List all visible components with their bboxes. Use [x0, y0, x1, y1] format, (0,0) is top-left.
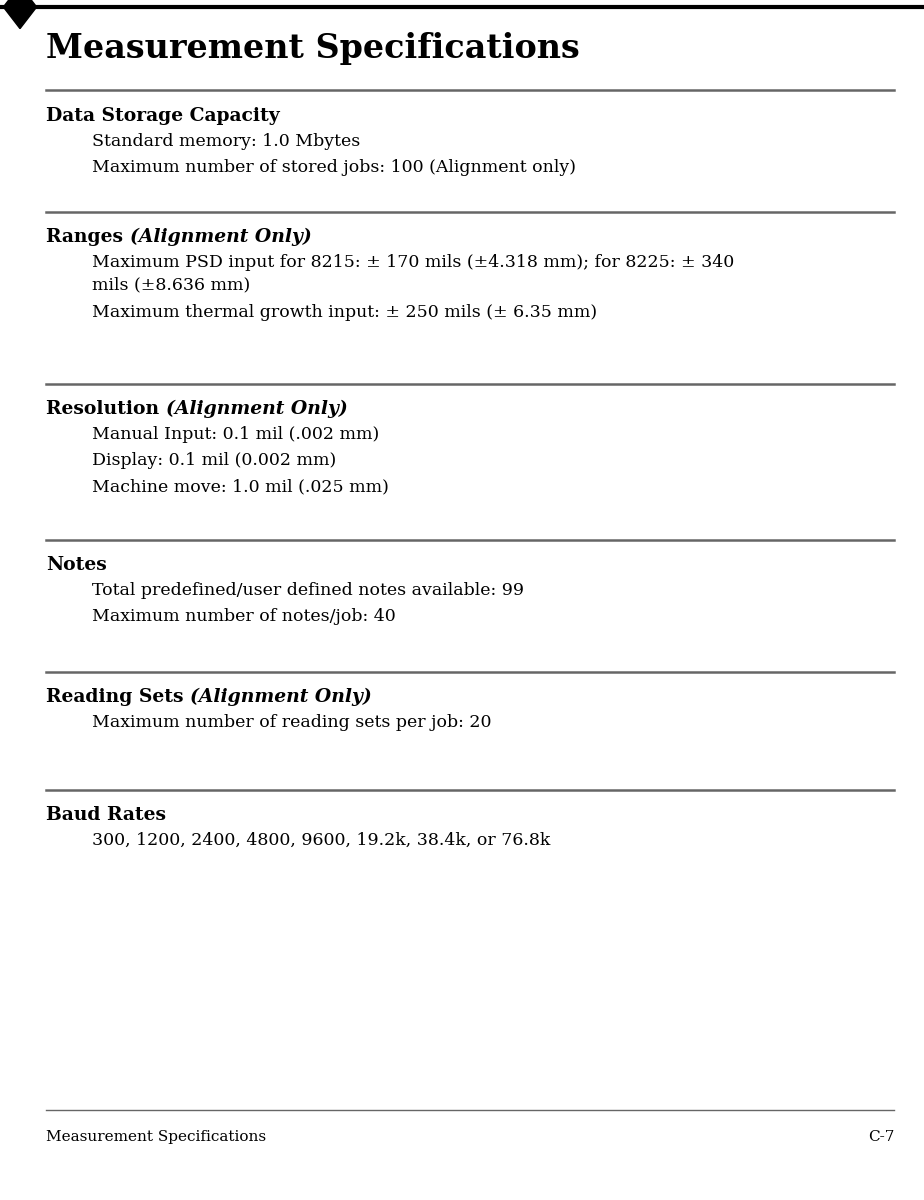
Text: Notes: Notes [46, 556, 107, 574]
Text: Maximum PSD input for 8215: ± 170 mils (±4.318 mm); for 8225: ± 340: Maximum PSD input for 8215: ± 170 mils (… [92, 254, 735, 271]
Text: C-7: C-7 [868, 1130, 894, 1144]
Text: (Alignment Only): (Alignment Only) [165, 400, 347, 419]
Text: Maximum number of stored jobs: 100 (Alignment only): Maximum number of stored jobs: 100 (Alig… [92, 158, 576, 176]
Text: Machine move: 1.0 mil (.025 mm): Machine move: 1.0 mil (.025 mm) [92, 478, 389, 494]
Text: Manual Input: 0.1 mil (.002 mm): Manual Input: 0.1 mil (.002 mm) [92, 426, 379, 443]
Text: Resolution: Resolution [46, 400, 165, 418]
Text: Baud Rates: Baud Rates [46, 806, 166, 824]
Text: Total predefined/user defined notes available: 99: Total predefined/user defined notes avai… [92, 582, 524, 599]
Text: Maximum thermal growth input: ± 250 mils (± 6.35 mm): Maximum thermal growth input: ± 250 mils… [92, 304, 597, 322]
Text: Reading Sets: Reading Sets [46, 688, 190, 706]
Text: Standard memory: 1.0 Mbytes: Standard memory: 1.0 Mbytes [92, 133, 360, 150]
Text: 300, 1200, 2400, 4800, 9600, 19.2k, 38.4k, or 76.8k: 300, 1200, 2400, 4800, 9600, 19.2k, 38.4… [92, 832, 551, 850]
Text: (Alignment Only): (Alignment Only) [190, 688, 371, 707]
Text: Display: 0.1 mil (0.002 mm): Display: 0.1 mil (0.002 mm) [92, 452, 336, 469]
Text: Data Storage Capacity: Data Storage Capacity [46, 107, 280, 125]
Text: (Alignment Only): (Alignment Only) [129, 228, 311, 246]
Polygon shape [4, 0, 37, 29]
Text: Measurement Specifications: Measurement Specifications [46, 32, 579, 65]
Text: mils (±8.636 mm): mils (±8.636 mm) [92, 276, 250, 293]
Text: Maximum number of notes/job: 40: Maximum number of notes/job: 40 [92, 608, 395, 625]
Text: Ranges: Ranges [46, 228, 129, 246]
Text: Maximum number of reading sets per job: 20: Maximum number of reading sets per job: … [92, 714, 492, 731]
Text: Measurement Specifications: Measurement Specifications [46, 1130, 266, 1144]
